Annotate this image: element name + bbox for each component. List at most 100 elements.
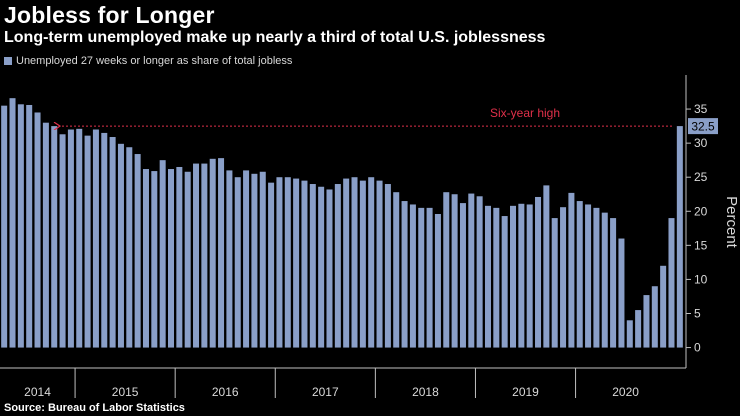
bar	[543, 185, 550, 348]
bar	[293, 178, 300, 348]
chart-subtitle: Long-term unemployed make up nearly a th…	[4, 29, 546, 46]
legend-label: Unemployed 27 weeks or longer as share o…	[16, 55, 293, 67]
bar	[209, 158, 216, 348]
bar	[201, 163, 208, 348]
bar	[142, 169, 149, 348]
bar	[334, 184, 341, 348]
bar	[1, 105, 8, 348]
latest-value-label: 32.5	[691, 120, 715, 134]
bar	[168, 169, 175, 348]
bar	[484, 205, 491, 348]
chart-title: Jobless for Longer	[4, 2, 215, 28]
bar	[568, 192, 575, 348]
bar	[518, 203, 525, 348]
y-tick-label: 30	[694, 136, 708, 150]
y-tick-label: 20	[694, 204, 708, 218]
latest-value-callout	[688, 118, 718, 135]
bar	[117, 143, 124, 348]
y-axis-title: Percent	[723, 196, 740, 249]
bar	[468, 193, 475, 348]
bar	[501, 216, 508, 348]
bar	[618, 238, 625, 348]
bar	[84, 135, 91, 348]
bar	[451, 194, 458, 348]
bar	[234, 177, 241, 348]
bar	[493, 207, 500, 348]
bar	[218, 158, 225, 348]
bar	[576, 201, 583, 348]
bar	[176, 166, 183, 348]
bar	[276, 177, 283, 348]
bar	[401, 201, 408, 348]
source-note: Source: Bureau of Labor Statistics	[4, 402, 185, 414]
y-tick-label: 0	[694, 341, 701, 355]
bar	[284, 177, 291, 348]
bar	[109, 137, 116, 348]
y-tick-label: 5	[694, 306, 701, 320]
bar	[626, 320, 633, 348]
bar	[17, 104, 24, 348]
bar	[343, 178, 350, 348]
bar	[668, 218, 675, 348]
bar	[309, 184, 316, 348]
bar	[393, 192, 400, 348]
bar	[76, 128, 83, 348]
bar	[368, 177, 375, 348]
bar	[434, 214, 441, 348]
x-tick-label: 2014	[24, 385, 51, 399]
bar	[526, 204, 533, 348]
bar	[351, 177, 358, 348]
bar	[510, 205, 517, 348]
bar	[560, 207, 567, 348]
bar	[610, 218, 617, 348]
bar	[9, 98, 16, 348]
bar	[243, 170, 250, 348]
bar	[159, 160, 166, 348]
bar	[551, 218, 558, 348]
bar	[226, 170, 233, 348]
bar	[59, 134, 66, 348]
bar	[26, 104, 33, 348]
bar	[384, 184, 391, 348]
bar	[593, 207, 600, 348]
bar	[326, 189, 333, 348]
bar	[126, 147, 133, 348]
bar	[301, 180, 308, 348]
bar	[268, 182, 275, 348]
x-tick-label: 2018	[412, 385, 439, 399]
legend-swatch	[4, 57, 12, 65]
bar	[51, 126, 58, 348]
bar	[151, 171, 158, 348]
bar	[676, 126, 683, 348]
bar	[418, 207, 425, 348]
bar	[92, 129, 99, 348]
bar	[251, 173, 258, 348]
bar	[443, 192, 450, 348]
bar	[318, 186, 325, 348]
x-tick-label: 2016	[212, 385, 239, 399]
y-tick-label: 10	[694, 272, 708, 286]
y-tick-label: 15	[694, 238, 708, 252]
x-tick-label: 2020	[612, 385, 639, 399]
bar	[426, 207, 433, 348]
bar	[635, 310, 642, 348]
bar	[184, 171, 191, 348]
bar	[101, 132, 108, 348]
bar	[660, 265, 667, 348]
bar	[651, 286, 658, 348]
bar	[459, 203, 466, 348]
bar	[585, 204, 592, 348]
x-tick-label: 2017	[312, 385, 339, 399]
legend: Unemployed 27 weeks or longer as share o…	[4, 55, 292, 67]
y-tick-label: 25	[694, 170, 708, 184]
bar	[359, 180, 366, 348]
y-tick-label: 35	[694, 102, 708, 116]
bar	[134, 154, 141, 348]
bar	[376, 180, 383, 348]
bar	[42, 122, 49, 348]
bar	[34, 112, 41, 348]
six-year-high-label: Six-year high	[490, 106, 560, 120]
bar	[193, 163, 200, 348]
bar	[67, 129, 74, 348]
